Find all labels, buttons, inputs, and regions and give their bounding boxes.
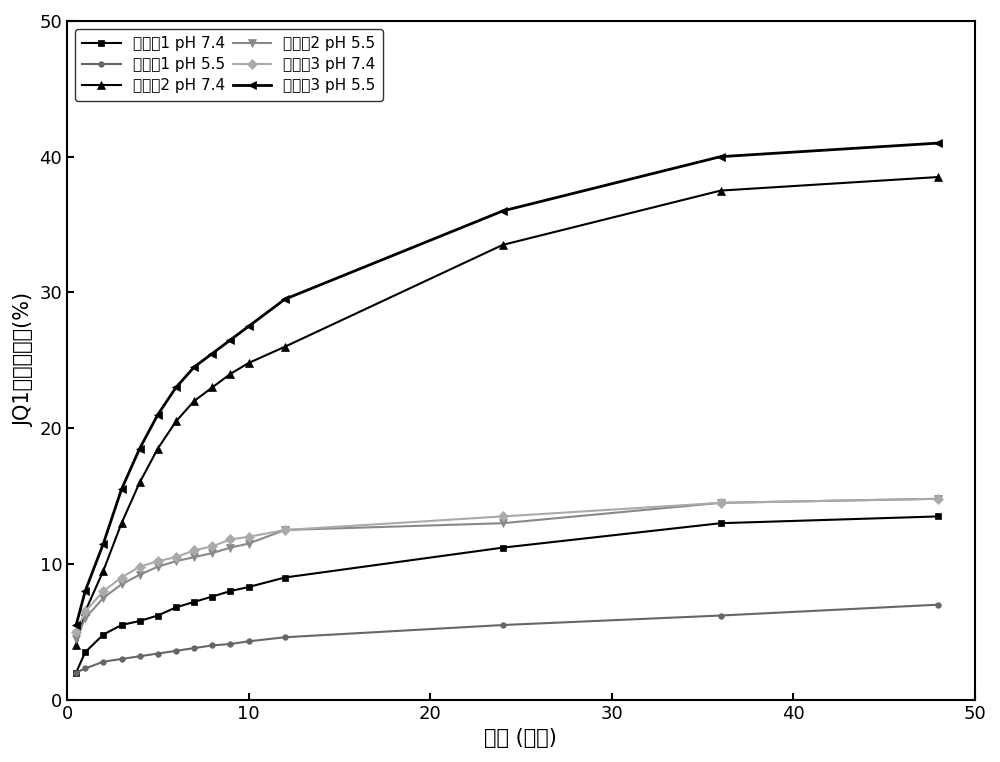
实施例2 pH 7.4: [497, 240, 509, 249]
实施例1 pH 5.5: [243, 637, 255, 646]
Line: 实施例3 pH 7.4: 实施例3 pH 7.4: [73, 495, 942, 636]
实施例1 pH 7.4: [134, 616, 146, 626]
实施例1 pH 7.4: [279, 573, 291, 582]
实施例3 pH 7.4: [932, 495, 944, 504]
实施例1 pH 5.5: [715, 611, 727, 620]
实施例2 pH 5.5: [206, 549, 218, 558]
实施例1 pH 5.5: [134, 652, 146, 661]
实施例2 pH 7.4: [188, 396, 200, 405]
实施例3 pH 7.4: [79, 607, 91, 616]
实施例1 pH 7.4: [497, 543, 509, 552]
Line: 实施例3 pH 5.5: 实施例3 pH 5.5: [72, 139, 943, 629]
Legend: 实施例1 pH 7.4, 实施例1 pH 5.5, 实施例2 pH 7.4, 实施例2 pH 5.5, 实施例3 pH 7.4, 实施例3 pH 5.5: 实施例1 pH 7.4, 实施例1 pH 5.5, 实施例2 pH 7.4, 实…: [75, 28, 383, 101]
实施例1 pH 7.4: [170, 603, 182, 612]
实施例2 pH 7.4: [206, 383, 218, 392]
实施例3 pH 5.5: [116, 485, 128, 494]
实施例3 pH 7.4: [134, 562, 146, 572]
Line: 实施例1 pH 7.4: 实施例1 pH 7.4: [73, 513, 942, 676]
实施例3 pH 5.5: [243, 322, 255, 331]
实施例1 pH 7.4: [97, 630, 109, 639]
实施例1 pH 7.4: [70, 668, 82, 677]
实施例1 pH 5.5: [170, 646, 182, 655]
实施例1 pH 7.4: [152, 611, 164, 620]
实施例3 pH 5.5: [134, 444, 146, 453]
实施例3 pH 7.4: [243, 532, 255, 541]
实施例1 pH 7.4: [224, 587, 236, 596]
实施例1 pH 7.4: [243, 582, 255, 591]
实施例2 pH 5.5: [97, 594, 109, 603]
实施例3 pH 5.5: [224, 335, 236, 344]
实施例2 pH 7.4: [279, 342, 291, 351]
实施例1 pH 5.5: [279, 632, 291, 642]
实施例3 pH 7.4: [224, 535, 236, 544]
实施例1 pH 7.4: [79, 648, 91, 657]
实施例2 pH 7.4: [715, 186, 727, 195]
实施例1 pH 7.4: [116, 620, 128, 629]
实施例1 pH 5.5: [224, 639, 236, 648]
实施例1 pH 5.5: [497, 620, 509, 629]
实施例2 pH 5.5: [116, 580, 128, 589]
实施例3 pH 5.5: [70, 620, 82, 629]
实施例3 pH 7.4: [188, 546, 200, 555]
Line: 实施例1 pH 5.5: 实施例1 pH 5.5: [73, 602, 941, 675]
实施例1 pH 5.5: [188, 644, 200, 653]
实施例1 pH 7.4: [715, 519, 727, 528]
实施例2 pH 5.5: [715, 498, 727, 507]
实施例3 pH 5.5: [715, 152, 727, 162]
实施例3 pH 5.5: [497, 207, 509, 216]
实施例1 pH 5.5: [97, 657, 109, 666]
实施例3 pH 5.5: [206, 349, 218, 358]
实施例1 pH 5.5: [79, 664, 91, 673]
实施例3 pH 7.4: [70, 627, 82, 636]
实施例2 pH 7.4: [79, 607, 91, 616]
实施例2 pH 7.4: [932, 172, 944, 181]
实施例3 pH 7.4: [206, 542, 218, 551]
实施例2 pH 5.5: [279, 526, 291, 535]
实施例1 pH 7.4: [188, 597, 200, 607]
实施例3 pH 7.4: [497, 512, 509, 521]
实施例3 pH 7.4: [279, 526, 291, 535]
实施例2 pH 5.5: [152, 562, 164, 572]
实施例3 pH 5.5: [97, 539, 109, 548]
实施例3 pH 7.4: [715, 498, 727, 507]
实施例2 pH 5.5: [70, 634, 82, 643]
实施例1 pH 5.5: [206, 641, 218, 650]
实施例3 pH 5.5: [170, 383, 182, 392]
实施例1 pH 5.5: [932, 600, 944, 610]
实施例1 pH 5.5: [70, 668, 82, 677]
实施例2 pH 7.4: [170, 417, 182, 426]
实施例1 pH 7.4: [206, 592, 218, 601]
实施例2 pH 7.4: [70, 641, 82, 650]
实施例3 pH 7.4: [116, 573, 128, 582]
实施例2 pH 7.4: [134, 478, 146, 487]
实施例3 pH 7.4: [97, 587, 109, 596]
实施例3 pH 5.5: [279, 295, 291, 304]
实施例2 pH 5.5: [497, 519, 509, 528]
实施例2 pH 7.4: [152, 444, 164, 453]
实施例1 pH 5.5: [116, 655, 128, 664]
实施例2 pH 5.5: [134, 570, 146, 579]
实施例3 pH 5.5: [79, 587, 91, 596]
Line: 实施例2 pH 7.4: 实施例2 pH 7.4: [72, 173, 943, 649]
Line: 实施例2 pH 5.5: 实施例2 pH 5.5: [72, 495, 943, 643]
实施例2 pH 5.5: [79, 613, 91, 623]
实施例1 pH 7.4: [932, 512, 944, 521]
实施例3 pH 5.5: [932, 139, 944, 148]
实施例1 pH 5.5: [152, 649, 164, 658]
Y-axis label: JQ1累计释放率(%): JQ1累计释放率(%): [14, 293, 34, 427]
实施例3 pH 5.5: [152, 410, 164, 419]
实施例2 pH 7.4: [116, 519, 128, 528]
实施例2 pH 5.5: [170, 557, 182, 566]
实施例3 pH 7.4: [170, 552, 182, 562]
实施例2 pH 7.4: [97, 566, 109, 575]
实施例2 pH 7.4: [224, 370, 236, 379]
X-axis label: 时间 (小时): 时间 (小时): [484, 728, 557, 748]
实施例2 pH 7.4: [243, 358, 255, 367]
实施例2 pH 5.5: [188, 552, 200, 562]
实施例3 pH 5.5: [188, 363, 200, 372]
实施例2 pH 5.5: [224, 543, 236, 552]
实施例2 pH 5.5: [932, 495, 944, 504]
实施例3 pH 7.4: [152, 557, 164, 566]
实施例2 pH 5.5: [243, 539, 255, 548]
